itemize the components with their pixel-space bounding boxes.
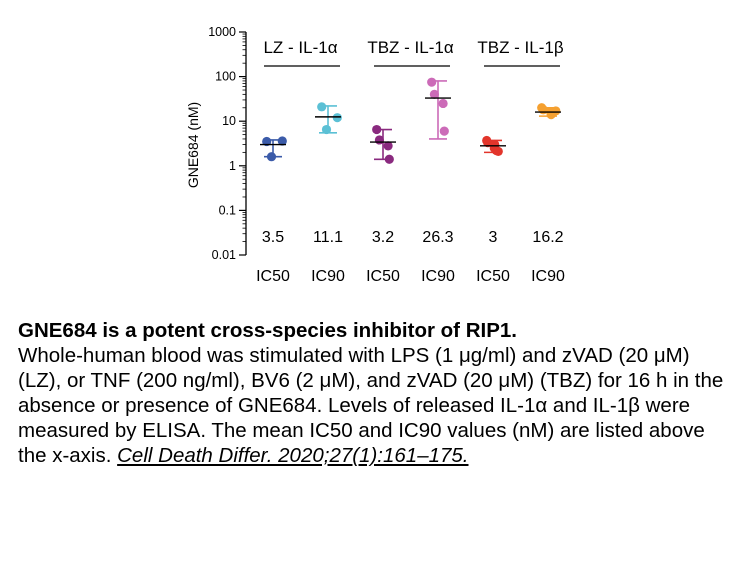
- y-tick-label: 1000: [208, 25, 236, 39]
- group-label: TBZ - IL-1β: [477, 38, 564, 57]
- chart-marks: 3.5 11.1 3.2 26.3 3 16.2: [260, 77, 564, 246]
- data-point: [427, 77, 437, 87]
- data-point: [321, 124, 332, 135]
- x-tick-label: IC50: [256, 268, 290, 285]
- y-tick-label: 100: [215, 70, 236, 84]
- x-tick-label: IC50: [366, 268, 400, 285]
- data-point: [483, 138, 493, 148]
- citation-link[interactable]: Cell Death Differ. 2020;27(1):161–175.: [117, 444, 469, 467]
- data-point: [374, 135, 384, 145]
- data-point: [491, 145, 501, 156]
- y-tick-label: 0.1: [219, 203, 236, 217]
- mean-value-label: 11.1: [313, 229, 343, 246]
- x-tick-label: IC90: [421, 268, 455, 285]
- caption-title: GNE684 is a potent cross-species inhibit…: [18, 319, 517, 342]
- data-point: [383, 141, 393, 151]
- y-tick-label: 0.01: [212, 248, 236, 262]
- group-label: LZ - IL-1α: [263, 38, 337, 57]
- figure-caption: GNE684 is a potent cross-species inhibit…: [18, 318, 738, 468]
- data-point: [317, 102, 327, 112]
- x-tick-label: IC90: [311, 268, 345, 285]
- caption-body: Whole-human blood was stimulated with LP…: [18, 344, 724, 467]
- chart: 0.01 0.1 1 10 100 1000 LZ - IL-1α TBZ - IL-1α TB…: [185, 25, 565, 285]
- data-point: [384, 154, 394, 164]
- x-tick-label: IC90: [531, 268, 565, 285]
- x-tick-label: IC50: [476, 268, 510, 285]
- y-tick-label: 1: [229, 159, 236, 173]
- data-point: [429, 89, 439, 99]
- mean-value-label: 3: [489, 229, 498, 246]
- data-point: [372, 124, 382, 135]
- data-point: [332, 113, 342, 123]
- mean-value-label: 26.3: [422, 229, 453, 246]
- y-axis-label: GNE684 (nM): [185, 102, 201, 188]
- mean-value-label: 16.2: [532, 229, 563, 246]
- data-point: [551, 106, 561, 116]
- group-label: TBZ - IL-1α: [367, 38, 454, 57]
- chart-axes: 0.01 0.1 1 10 100 1000 LZ - IL-1α TBZ - IL-1α TB…: [208, 25, 565, 285]
- mean-value-label: 3.2: [372, 229, 394, 246]
- data-point: [438, 98, 448, 109]
- mean-value-label: 3.5: [262, 229, 284, 246]
- data-point: [277, 136, 287, 146]
- data-point: [439, 126, 449, 136]
- data-point: [266, 152, 277, 162]
- y-tick-label: 10: [222, 114, 236, 128]
